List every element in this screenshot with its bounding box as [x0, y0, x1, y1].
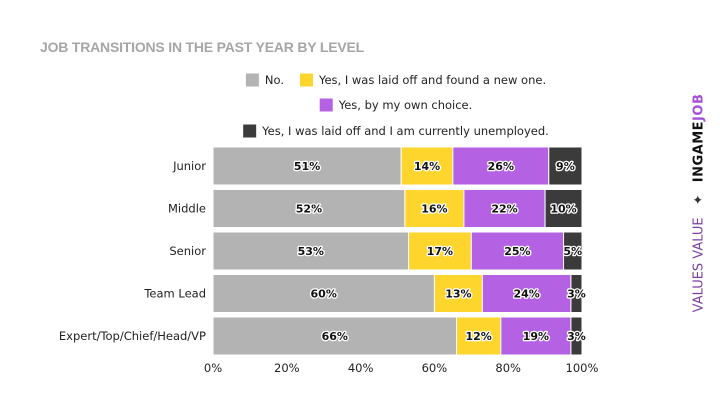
category-label-0: Junior	[172, 159, 206, 173]
data-label-0-1: 52%	[296, 203, 322, 216]
bar-segment-1-0	[400, 146, 454, 186]
legend-swatch-2	[319, 98, 333, 112]
brand-sidebar: VALUES VALUE ✦ INGAMEJOB	[684, 85, 714, 321]
bar-segment-3-0	[548, 146, 583, 186]
data-label-2-0: 26%	[488, 160, 514, 173]
category-label-2: Senior	[169, 244, 206, 258]
data-label-2-1: 22%	[491, 203, 517, 216]
bar-segment-3-2	[563, 231, 583, 271]
brand-logo: INGAMEJOB	[692, 94, 707, 183]
category-label-1: Middle	[168, 202, 206, 216]
x-tick-label-3: 60%	[422, 361, 448, 375]
x-tick-label-1: 20%	[274, 361, 300, 375]
bar-segment-1-1	[404, 189, 465, 228]
data-label-3-3: 3%	[567, 288, 586, 301]
brand-text: VALUES VALUE ✦ INGAMEJOB	[692, 94, 707, 313]
bar-segment-0-4	[212, 316, 458, 356]
bar-segment-1-2	[408, 231, 472, 271]
data-label-2-2: 25%	[504, 245, 530, 258]
bar-segment-3-4	[570, 316, 583, 356]
data-label-0-2: 53%	[298, 245, 324, 258]
legend-swatch-3	[243, 124, 257, 138]
data-label-1-4: 12%	[466, 330, 492, 343]
bars: 51% 14% 26% 9% 52% 16% 22% 10% 53% 17% 25% 5% 60% 13%…	[212, 146, 587, 356]
x-axis: 0% 20% 40% 60% 80% 100%	[204, 361, 599, 375]
legend: No. Yes, I was laid off and found a new o…	[243, 73, 549, 138]
chart-title: JOB TRANSITIONS IN THE PAST YEAR BY LEVE…	[40, 39, 364, 55]
legend-label-0: No.	[265, 73, 284, 87]
brand-logo-main: INGAME	[691, 120, 707, 183]
category-label-4: Expert/Top/Chief/Head/VP	[59, 329, 206, 343]
legend-swatch-1	[299, 73, 313, 87]
data-label-3-1: 10%	[550, 203, 576, 216]
data-label-1-2: 17%	[427, 245, 453, 258]
bar-segment-3-3	[570, 274, 583, 313]
category-label-3: Team Lead	[143, 287, 206, 301]
x-tick-label-4: 80%	[495, 361, 521, 375]
bar-segment-3-1	[544, 189, 583, 228]
data-label-1-0: 14%	[414, 160, 440, 173]
data-label-2-4: 19%	[523, 330, 549, 343]
data-label-0-3: 60%	[311, 288, 337, 301]
data-label-3-0: 9%	[556, 160, 575, 173]
x-tick-label-5: 100%	[566, 361, 599, 375]
y-axis: Junior Middle Senior Team Lead Expert/Top/Ch…	[59, 159, 206, 343]
data-label-1-1: 16%	[421, 203, 447, 216]
legend-label-3: Yes, I was laid off and I am currently u…	[261, 124, 549, 138]
data-label-0-4: 66%	[322, 330, 348, 343]
brand-tagline: VALUES VALUE	[691, 217, 707, 313]
bar-segment-2-3	[481, 274, 572, 313]
bar-segment-0-1	[212, 189, 406, 228]
data-label-0-0: 51%	[294, 160, 320, 173]
bar-segment-0-3	[212, 274, 435, 313]
bar-segment-0-2	[212, 231, 410, 271]
data-label-3-2: 5%	[563, 245, 582, 258]
legend-label-2: Yes, by my own choice.	[338, 98, 473, 112]
bar-segment-2-1	[463, 189, 546, 228]
x-tick-label-0: 0%	[204, 361, 222, 375]
bar-segment-1-4	[456, 316, 502, 356]
data-label-3-4: 3%	[567, 330, 586, 343]
bar-segment-2-4	[500, 316, 572, 356]
x-tick-label-2: 40%	[348, 361, 374, 375]
legend-swatch-0	[245, 73, 259, 87]
data-label-2-3: 24%	[513, 288, 539, 301]
legend-label-1: Yes, I was laid off and found a new one.	[318, 73, 546, 87]
brand-logo-accent: JOB	[691, 93, 707, 121]
data-label-1-3: 13%	[445, 288, 471, 301]
bar-segment-2-2	[470, 231, 565, 271]
star-icon: ✦	[691, 194, 707, 206]
